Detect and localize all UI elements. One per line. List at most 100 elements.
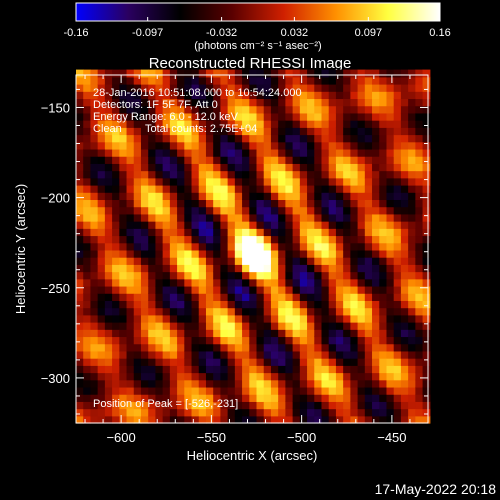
heatmap-pixel [357, 163, 366, 172]
heatmap-pixel [249, 249, 258, 258]
heatmap-pixel [256, 127, 265, 136]
heatmap-pixel [76, 177, 84, 186]
heatmap-pixel [422, 358, 431, 366]
heatmap-pixel [90, 148, 99, 157]
heatmap-pixel [372, 184, 380, 193]
heatmap-pixel [415, 386, 424, 395]
heatmap-pixel [321, 314, 330, 323]
heatmap-pixel [198, 242, 207, 251]
heatmap-pixel [415, 192, 424, 201]
heatmap-pixel [256, 350, 265, 359]
heatmap-pixel [155, 105, 164, 114]
heatmap-pixel [408, 408, 416, 417]
heatmap-pixel [234, 120, 243, 128]
heatmap-pixel [400, 221, 409, 229]
heatmap-pixel [155, 401, 164, 410]
heatmap-pixel [256, 372, 265, 381]
heatmap-pixel [148, 307, 157, 316]
heatmap-pixel [256, 379, 265, 388]
heatmap-pixel [364, 170, 373, 179]
heatmap-pixel [140, 372, 149, 381]
heatmap-pixel [400, 177, 409, 186]
heatmap-pixel [415, 141, 424, 150]
heatmap-pixel [386, 192, 395, 201]
heatmap-pixel [270, 314, 279, 323]
heatmap-pixel [119, 322, 128, 330]
heatmap-pixel [400, 127, 409, 136]
heatmap-pixel [104, 69, 113, 78]
heatmap-pixel [169, 184, 178, 193]
heatmap-pixel [76, 358, 84, 366]
heatmap-pixel [184, 105, 193, 114]
heatmap-pixel [292, 322, 301, 330]
heatmap-pixel [321, 307, 330, 316]
heatmap-pixel [307, 199, 315, 208]
heatmap-pixel [299, 184, 308, 193]
heatmap-pixel [213, 336, 222, 345]
heatmap-pixel [148, 221, 157, 229]
heatmap-pixel [386, 257, 395, 265]
heatmap-pixel [112, 379, 120, 388]
heatmap-pixel [126, 141, 135, 150]
heatmap-pixel [372, 98, 380, 107]
heatmap-pixel [278, 322, 286, 330]
heatmap-pixel [372, 127, 380, 136]
heatmap-pixel [263, 163, 272, 172]
heatmap-pixel [321, 84, 330, 92]
heatmap-pixel [415, 76, 424, 85]
heatmap-pixel [213, 264, 222, 273]
heatmap-pixel [162, 134, 171, 143]
heatmap-pixel [321, 264, 330, 273]
heatmap-pixel [119, 148, 128, 157]
heatmap-pixel [76, 336, 84, 345]
heatmap-pixel [191, 386, 200, 395]
heatmap-pixel [422, 112, 431, 121]
heatmap-pixel [350, 91, 359, 100]
heatmap-pixel [335, 300, 344, 309]
heatmap-pixel [422, 76, 431, 85]
heatmap-pixel [343, 343, 351, 352]
heatmap-pixel [90, 84, 99, 92]
heatmap-pixel [364, 112, 373, 121]
heatmap-pixel [379, 221, 388, 229]
heatmap-pixel [205, 163, 214, 172]
heatmap-pixel [335, 148, 344, 157]
heatmap-pixel [242, 300, 250, 309]
heatmap-pixel [242, 213, 250, 222]
heatmap-pixel [119, 278, 128, 287]
heatmap-pixel [270, 170, 279, 179]
heatmap-pixel [227, 228, 236, 237]
heatmap-pixel [155, 372, 164, 381]
heatmap-pixel [357, 300, 366, 309]
heatmap-pixel [422, 163, 431, 172]
heatmap-pixel [314, 184, 323, 193]
heatmap-pixel [155, 278, 164, 287]
heatmap-pixel [213, 91, 222, 100]
heatmap-pixel [263, 264, 272, 273]
heatmap-pixel [285, 401, 294, 410]
heatmap-pixel [169, 322, 178, 330]
heatmap-pixel [343, 141, 351, 150]
heatmap-pixel [205, 278, 214, 287]
heatmap-pixel [242, 184, 250, 193]
heatmap-pixel [400, 134, 409, 143]
heatmap-pixel [242, 415, 250, 424]
heatmap-pixel [307, 134, 315, 143]
heatmap-pixel [205, 148, 214, 157]
heatmap-pixel [227, 329, 236, 338]
heatmap-pixel [119, 386, 128, 395]
heatmap-pixel [285, 84, 294, 92]
heatmap-pixel [256, 394, 265, 402]
heatmap-pixel [112, 98, 120, 107]
heatmap-pixel [198, 84, 207, 92]
heatmap-pixel [364, 300, 373, 309]
heatmap-pixel [357, 307, 366, 316]
heatmap-pixel [112, 300, 120, 309]
heatmap-pixel [155, 228, 164, 237]
heatmap-pixel [263, 91, 272, 100]
heatmap-pixel [162, 350, 171, 359]
heatmap-pixel [278, 379, 286, 388]
heatmap-pixel [299, 322, 308, 330]
heatmap-pixel [104, 264, 113, 273]
heatmap-pixel [321, 91, 330, 100]
